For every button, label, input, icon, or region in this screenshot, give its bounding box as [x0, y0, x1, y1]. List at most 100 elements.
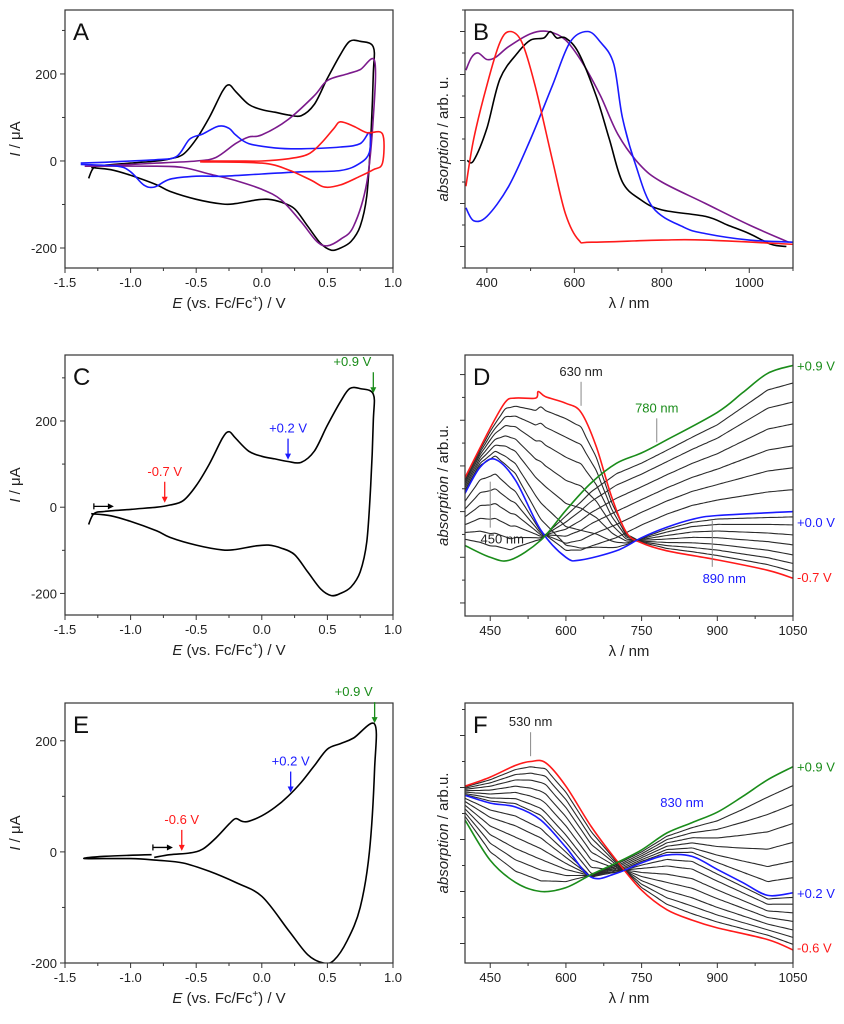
y-tick-label: -200 [31, 586, 57, 601]
panel-d: 450 600 750 900 1050 λ / nm absorption / arb.u… [435, 354, 835, 660]
x-axis-label-symbol: E [172, 990, 183, 1007]
intermediate-spectrum-line [465, 797, 793, 883]
series-line-blue [80, 125, 372, 189]
intermediate-spectrum-line [465, 401, 793, 540]
axis-ticks [460, 9, 794, 273]
intermediate-spectrum-line [465, 405, 793, 573]
x-tick-label: -1.5 [54, 622, 76, 637]
arrowhead-icon [166, 844, 173, 851]
y-axis-label-symbol: I [7, 846, 24, 850]
y-tick-label: 200 [35, 734, 57, 749]
y-axis-label-text: / arb.u. [435, 773, 452, 824]
annotation: 450 nm [481, 481, 524, 547]
annotation-label: 530 nm [509, 714, 552, 729]
arrowhead-icon [370, 387, 377, 394]
intermediate-spectrum-line [465, 804, 793, 877]
x-axis-label-text: (vs. Fc/Fc [182, 295, 252, 312]
x-tick-label: 0.5 [318, 970, 336, 985]
annotation [93, 503, 114, 510]
annotation: 530 nm [509, 714, 552, 757]
annotation: 830 nm [660, 795, 703, 810]
plot-frame [464, 702, 794, 964]
axis-ticks [60, 377, 394, 620]
x-tick-label: -0.5 [185, 970, 207, 985]
annotation-label: +0.9 V [333, 354, 371, 369]
intermediate-spectrum-line [465, 435, 793, 546]
series-line--0-2-v [465, 794, 793, 897]
x-tick-label: 1.0 [384, 622, 402, 637]
x-axis-label: λ / nm [609, 990, 650, 1007]
intermediate-spectrum-line [465, 382, 793, 551]
intermediate-spectrum-line [465, 808, 793, 877]
x-axis-label-sup: + [252, 989, 258, 1000]
axis-ticks [60, 29, 394, 273]
x-axis-label-text: (vs. Fc/Fc [182, 642, 252, 659]
annotation-label: +0.2 V [272, 754, 310, 769]
plot-area [80, 39, 385, 252]
series-line-purple [465, 30, 789, 243]
x-tick-label: 400 [476, 275, 498, 290]
annotation-label: 630 nm [559, 364, 602, 379]
panel-letter: F [473, 712, 488, 739]
x-axis-label-text: λ / nm [609, 990, 650, 1007]
plot-frame [64, 702, 394, 964]
series-line-red [200, 120, 385, 189]
y-axis-label-text: / μA [7, 467, 24, 498]
series-line-black [87, 39, 376, 252]
x-tick-label: -1.0 [119, 622, 141, 637]
x-axis-label-sup: + [252, 294, 258, 305]
series-line-black [87, 386, 376, 597]
y-axis-label-symbol: I [7, 152, 24, 156]
x-tick-label: -1.0 [119, 275, 141, 290]
potential-end-label: -0.6 V [797, 940, 832, 955]
x-tick-label: -0.5 [185, 622, 207, 637]
plot-frame [64, 354, 394, 616]
y-tick-label: 200 [35, 67, 57, 82]
y-tick-label: 0 [50, 845, 57, 860]
y-tick-label: 200 [35, 414, 57, 429]
plot-area [83, 722, 378, 963]
x-tick-label: 600 [563, 275, 585, 290]
x-tick-label: 450 [479, 970, 501, 985]
panel-letter: E [73, 712, 89, 739]
annotation: +0.9 V [333, 354, 377, 394]
x-tick-label: 900 [706, 623, 728, 638]
annotation: +0.2 V [269, 421, 307, 460]
y-axis-label: absorption / arb. u. [435, 76, 452, 201]
y-tick-label: -200 [31, 241, 57, 256]
intermediate-spectrum-line [465, 450, 793, 544]
arrowhead-icon [178, 844, 185, 851]
y-axis-label-symbol: absorption [435, 823, 452, 893]
annotation-label: 450 nm [481, 532, 524, 547]
annotation: 630 nm [559, 364, 603, 406]
series-line--0-6-v [465, 759, 793, 951]
y-axis-label: absorption / arb.u. [435, 425, 452, 546]
annotation: 780 nm [635, 400, 678, 443]
plot-frame [64, 9, 394, 269]
x-axis-label: λ / nm [609, 295, 650, 312]
panel-e: -1.5 -1.0 -0.5 0.0 0.5 1.0 -200 0 200 E (vs. Fc/F… [7, 684, 402, 1007]
arrowhead-icon [371, 717, 378, 724]
annotation-label: -0.7 V [147, 464, 182, 479]
panel-letter: C [73, 364, 90, 391]
annotation: +0.2 V [272, 754, 310, 793]
x-axis-label: E (vs. Fc/Fc+) / V [172, 641, 285, 659]
plot-area [465, 364, 793, 579]
x-tick-label: -1.0 [119, 970, 141, 985]
potential-end-label: +0.0 V [797, 515, 835, 530]
y-axis-label: absorption / arb.u. [435, 773, 452, 894]
series-line-blue [465, 30, 793, 243]
x-tick-label: 450 [479, 623, 501, 638]
annotation: 890 nm [703, 520, 746, 586]
plot-area [465, 30, 793, 248]
intermediate-spectrum-line [465, 791, 793, 914]
x-axis-label-tail: ) / V [258, 990, 286, 1007]
y-axis-label-text: / arb.u. [435, 425, 452, 476]
panel-a: -1.5 -1.0 -0.5 0.0 0.5 1.0 -200 0 200 E (vs. Fc/F… [7, 9, 402, 312]
intermediate-spectrum-line [465, 779, 793, 931]
x-tick-label: 0.5 [318, 275, 336, 290]
potential-end-label: +0.9 V [797, 760, 835, 775]
x-tick-label: 750 [631, 970, 653, 985]
annotation-label: 890 nm [703, 571, 746, 586]
x-axis-label: λ / nm [609, 643, 650, 660]
